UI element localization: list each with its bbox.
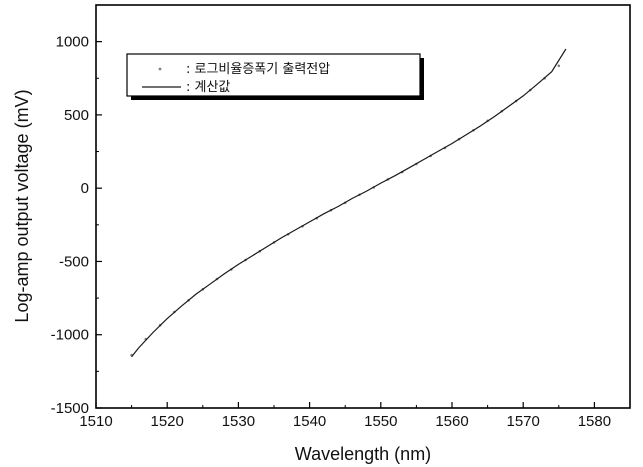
- y-tick-label: -500: [59, 253, 89, 270]
- legend-marker-sample: [158, 67, 162, 71]
- x-tick-label: 1540: [293, 413, 326, 430]
- y-tick-label: 0: [81, 180, 89, 197]
- y-tick-label: -1000: [51, 327, 89, 344]
- legend: : 로그비율증폭기 출력전압 : 계산값: [126, 53, 424, 100]
- x-tick-label: 1520: [151, 413, 184, 430]
- data-point-measured: [557, 64, 561, 68]
- y-tick-label: -1500: [51, 400, 89, 417]
- legend-label-calculated: : 계산값: [186, 80, 230, 95]
- legend-box: [126, 53, 421, 97]
- x-tick-label: 1550: [364, 413, 397, 430]
- x-tick-label: 1530: [222, 413, 255, 430]
- series-layer: [130, 48, 567, 358]
- x-tick-label: 1580: [578, 413, 611, 430]
- x-tick-label: 1570: [507, 413, 540, 430]
- x-axis: 1510 1520 1530 1540 1550 1560 1570 1580: [79, 402, 611, 430]
- x-tick-label: 1560: [435, 413, 468, 430]
- series-line-calculated: [131, 48, 567, 358]
- y-tick-label: 500: [64, 107, 89, 124]
- y-axis-title: Log-amp output voltage (mV): [12, 89, 32, 322]
- legend-label-measured: : 로그비율증폭기 출력전압: [186, 62, 330, 77]
- y-tick-label: 1000: [56, 34, 89, 51]
- x-axis-title: Wavelength (nm): [295, 444, 431, 464]
- x-tick-label: 1510: [79, 413, 112, 430]
- y-axis: -1500 -1000 -500 0 500 1000: [51, 34, 102, 417]
